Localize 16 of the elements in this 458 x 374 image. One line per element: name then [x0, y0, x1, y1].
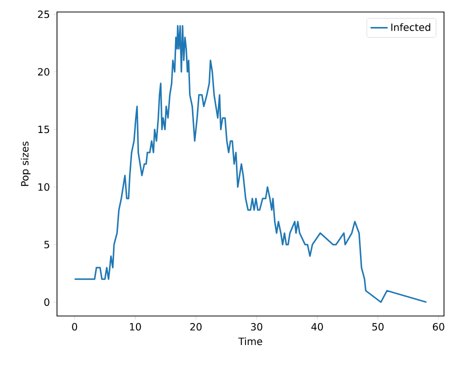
- x-tick-label: 0: [72, 323, 78, 331]
- y-tick-label: 25: [38, 10, 50, 18]
- x-tick-label: 60: [432, 323, 444, 331]
- x-axis-title: Time: [238, 337, 262, 346]
- y-axis-title: Pop sizes: [20, 142, 30, 186]
- y-tick-label: 20: [38, 68, 50, 76]
- x-tick-label: 30: [250, 323, 262, 331]
- x-tick-label: 50: [372, 323, 384, 331]
- y-tick-label: 0: [44, 298, 50, 306]
- x-tick-label: 10: [130, 323, 141, 331]
- y-tick-label: 5: [44, 240, 50, 248]
- x-tick-label: 20: [190, 323, 202, 331]
- y-tick-label: 10: [38, 183, 50, 191]
- y-tick-label: 15: [38, 126, 50, 134]
- legend-label: Infected: [391, 23, 430, 31]
- x-tick-label: 40: [311, 323, 323, 331]
